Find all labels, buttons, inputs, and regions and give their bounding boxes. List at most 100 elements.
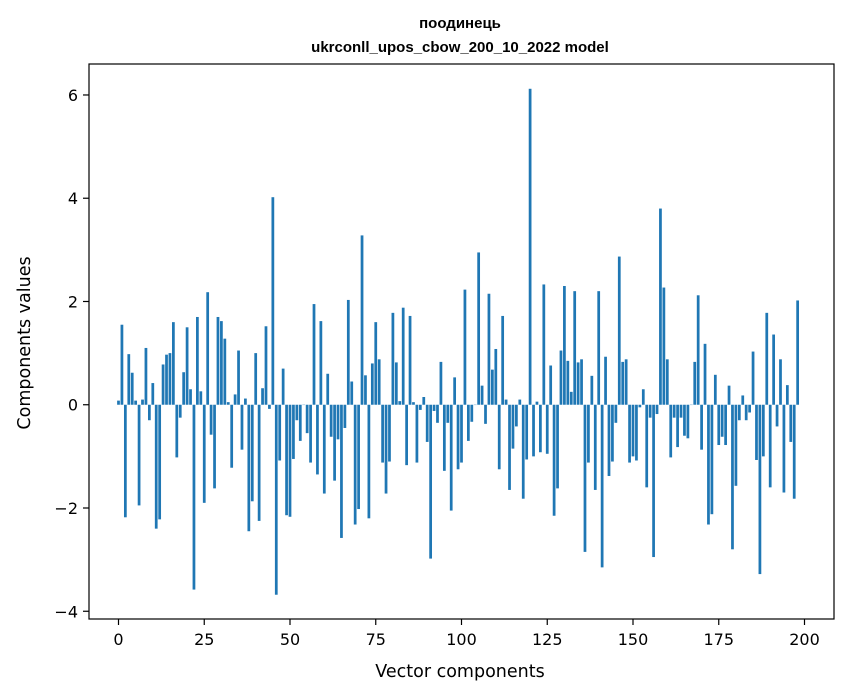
bar bbox=[175, 404, 179, 458]
bar bbox=[731, 404, 734, 550]
bar bbox=[281, 368, 285, 405]
bar bbox=[123, 404, 127, 518]
bar bbox=[648, 404, 652, 418]
bar bbox=[453, 377, 457, 405]
bar bbox=[226, 402, 230, 405]
bar bbox=[775, 404, 779, 427]
bar bbox=[696, 295, 700, 405]
bar bbox=[741, 395, 745, 405]
bar bbox=[748, 404, 751, 413]
bar bbox=[244, 398, 247, 405]
bar bbox=[161, 364, 165, 405]
bar bbox=[535, 401, 539, 405]
bar bbox=[364, 375, 367, 405]
bar bbox=[659, 208, 662, 405]
y-tick-label: 2 bbox=[68, 292, 78, 311]
bar bbox=[388, 404, 391, 462]
bar bbox=[785, 385, 789, 405]
bar bbox=[710, 404, 714, 515]
chart-title: поодинець bbox=[419, 15, 501, 32]
bar bbox=[343, 404, 347, 428]
bar bbox=[466, 404, 470, 441]
bar bbox=[446, 404, 450, 423]
bar bbox=[137, 404, 141, 506]
bar bbox=[237, 350, 240, 405]
bar bbox=[130, 372, 134, 405]
bar bbox=[127, 354, 131, 405]
bar bbox=[552, 404, 556, 516]
bar bbox=[559, 350, 563, 405]
bar bbox=[240, 404, 244, 450]
bar bbox=[779, 359, 782, 405]
bar bbox=[796, 300, 800, 405]
bar bbox=[497, 404, 501, 470]
bar bbox=[264, 326, 268, 405]
x-axis-label: Vector components bbox=[375, 662, 544, 682]
bar bbox=[329, 404, 333, 437]
bar bbox=[563, 286, 566, 405]
bar bbox=[645, 404, 649, 488]
bar bbox=[233, 394, 237, 405]
bar bbox=[593, 404, 597, 490]
bar bbox=[789, 404, 793, 442]
bar bbox=[309, 404, 312, 463]
bar bbox=[545, 404, 549, 454]
bar bbox=[758, 404, 762, 575]
bar bbox=[665, 359, 669, 405]
bar bbox=[528, 88, 532, 405]
bar bbox=[532, 404, 535, 457]
bar bbox=[614, 404, 618, 423]
bar bbox=[257, 404, 261, 521]
bar bbox=[336, 404, 340, 440]
bar bbox=[515, 404, 518, 427]
bar bbox=[487, 293, 491, 405]
bar bbox=[494, 348, 498, 405]
bar bbox=[727, 385, 731, 405]
bar bbox=[117, 400, 120, 405]
bar bbox=[185, 327, 189, 405]
bar bbox=[357, 404, 360, 510]
bar bbox=[261, 388, 264, 405]
bar bbox=[442, 404, 446, 471]
bar bbox=[220, 321, 223, 405]
bar bbox=[621, 361, 625, 405]
bar bbox=[635, 404, 638, 461]
bar bbox=[192, 404, 196, 590]
bar bbox=[576, 362, 580, 405]
bar bbox=[460, 404, 463, 463]
bar bbox=[425, 404, 429, 442]
bar bbox=[768, 404, 772, 488]
y-tick-label: 4 bbox=[68, 189, 78, 208]
bar bbox=[480, 385, 484, 405]
bar bbox=[511, 404, 515, 449]
bar bbox=[662, 287, 666, 405]
bar bbox=[717, 404, 721, 446]
bar bbox=[209, 404, 213, 435]
bar bbox=[751, 351, 755, 405]
bar bbox=[398, 401, 402, 405]
bar bbox=[415, 404, 419, 463]
bar bbox=[285, 404, 288, 516]
bar bbox=[597, 291, 601, 405]
bar bbox=[518, 399, 522, 405]
bar bbox=[693, 361, 697, 405]
bar bbox=[370, 363, 374, 405]
bar bbox=[539, 404, 542, 453]
bar bbox=[292, 404, 295, 459]
bar bbox=[381, 404, 384, 463]
bar bbox=[408, 315, 412, 405]
bar bbox=[604, 356, 607, 405]
bar bbox=[590, 375, 594, 405]
bar bbox=[744, 404, 748, 421]
bar bbox=[782, 404, 786, 493]
bar bbox=[713, 374, 717, 405]
bar bbox=[271, 197, 275, 405]
bar bbox=[418, 404, 422, 410]
bar bbox=[367, 404, 371, 519]
x-tick-label: 200 bbox=[789, 630, 820, 649]
y-tick-label: −4 bbox=[54, 602, 78, 621]
bar bbox=[569, 391, 573, 405]
bar bbox=[477, 252, 481, 405]
bar bbox=[316, 404, 319, 475]
bar bbox=[734, 404, 738, 486]
